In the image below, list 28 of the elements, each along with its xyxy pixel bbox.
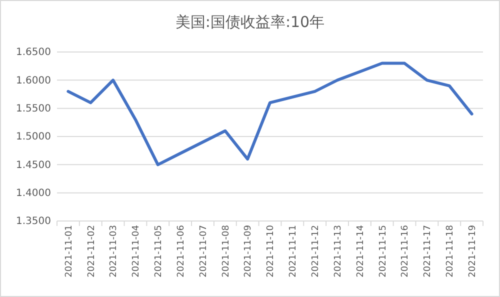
x-tick-label: 2021-11-13 bbox=[333, 225, 344, 278]
x-tick-label: 2021-11-08 bbox=[221, 224, 232, 278]
x-tick-label: 2021-11-17 bbox=[423, 225, 434, 278]
x-tick-label: 2021-11-06 bbox=[176, 224, 186, 278]
x-tick-label: 2021-11-15 bbox=[378, 225, 388, 278]
x-tick-label: 2021-11-16 bbox=[400, 224, 411, 278]
y-tick-label: 1.4000 bbox=[16, 188, 51, 200]
x-tick-label: 2021-11-03 bbox=[109, 225, 120, 278]
x-tick-label: 2021-11-02 bbox=[86, 225, 97, 278]
line-series bbox=[66, 62, 474, 166]
y-tick-label: 1.5500 bbox=[16, 104, 51, 115]
x-tick-label: 2021-11-09 bbox=[244, 224, 254, 278]
x-tick-label: 2021-11-14 bbox=[356, 224, 366, 278]
y-tick-label: 1.4500 bbox=[16, 160, 51, 171]
x-tick-label: 2021-11-04 bbox=[132, 224, 142, 278]
x-tick-label: 2021-11-07 bbox=[198, 225, 209, 278]
x-tick-label: 2021-11-10 bbox=[266, 224, 276, 278]
y-tick-label: 1.6000 bbox=[16, 75, 51, 86]
x-tick-label: 2021-11-19 bbox=[468, 224, 478, 278]
y-tick-label: 1.5000 bbox=[16, 132, 51, 143]
x-tick-label: 2021-11-12 bbox=[310, 225, 321, 278]
x-tick-label: 2021-11-01 bbox=[64, 225, 74, 278]
y-tick-label: 1.6500 bbox=[16, 47, 51, 58]
y-tick-label: 1.3500 bbox=[16, 216, 51, 228]
x-tick-label: 2021-11-05 bbox=[154, 225, 164, 278]
chart-title: 美国:国债收益率:10年 bbox=[175, 13, 325, 31]
x-tick-label: 2021-11-11 bbox=[288, 225, 299, 278]
x-tick-label: 2021-11-18 bbox=[446, 224, 456, 278]
